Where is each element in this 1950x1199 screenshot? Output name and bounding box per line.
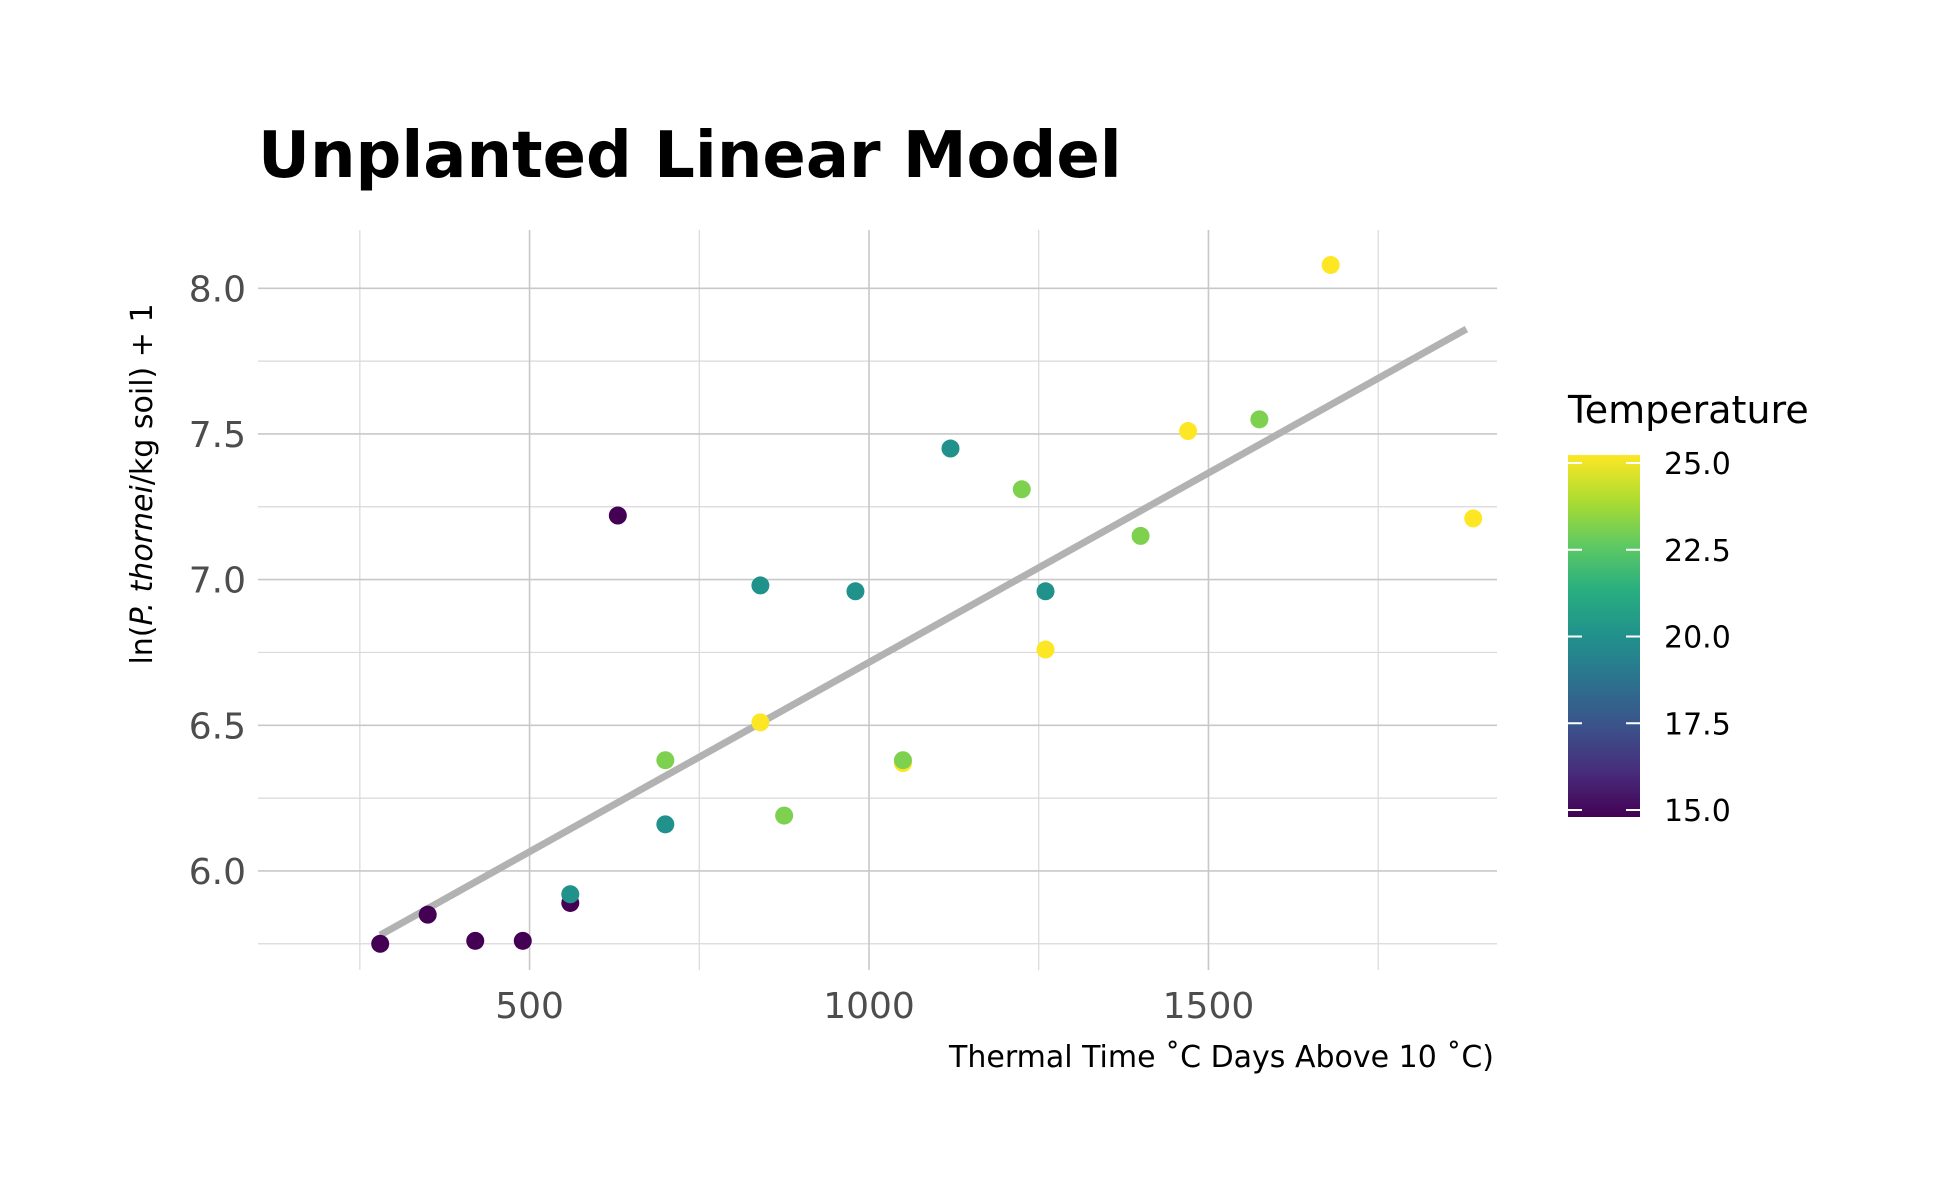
data-point xyxy=(418,905,437,924)
fit-line xyxy=(378,325,1469,939)
y-axis-title: ln(P. thornei/kg soil) + 1 xyxy=(125,303,160,664)
x-tick-label: 500 xyxy=(495,986,564,1027)
legend-tick-label: 15.0 xyxy=(1664,794,1731,829)
fit-line-group xyxy=(378,325,1469,939)
y-axis-title-prefix: ln( xyxy=(125,625,160,664)
y-axis-title-species: P. thornei xyxy=(125,485,160,626)
x-axis-ticks: 500 1000 1500 xyxy=(495,986,1254,1027)
y-tick-label: 7.0 xyxy=(189,561,246,602)
y-tick-label: 8.0 xyxy=(189,269,246,310)
data-point xyxy=(1464,509,1483,528)
data-point xyxy=(1012,480,1031,499)
data-point xyxy=(1179,422,1198,441)
data-point xyxy=(846,582,865,601)
data-point xyxy=(608,506,627,525)
x-axis-title: Thermal Time ˚C Days Above 10 ˚C) xyxy=(948,1040,1494,1075)
legend-title: Temperature xyxy=(1567,388,1809,432)
data-point xyxy=(561,885,580,904)
data-point xyxy=(513,931,532,950)
y-tick-label: 6.5 xyxy=(189,706,246,747)
data-point xyxy=(656,751,675,770)
data-point xyxy=(1131,526,1150,545)
y-axis-title-suffix: /kg soil) + 1 xyxy=(125,303,160,485)
data-point xyxy=(775,806,794,825)
chart-title: Unplanted Linear Model xyxy=(258,119,1122,193)
y-tick-label: 7.5 xyxy=(189,415,246,456)
data-points xyxy=(371,255,1483,953)
x-tick-label: 1500 xyxy=(1163,986,1255,1027)
data-point xyxy=(1250,410,1269,429)
data-point xyxy=(751,576,770,595)
y-axis-ticks: 6.0 6.5 7.0 7.5 8.0 xyxy=(189,269,246,893)
data-point xyxy=(1036,582,1055,601)
legend-tick-label: 20.0 xyxy=(1664,621,1731,656)
legend-tick-label: 25.0 xyxy=(1664,447,1731,482)
legend-tick-label: 17.5 xyxy=(1664,707,1731,742)
legend-ticks: 15.0 17.5 20.0 22.5 25.0 xyxy=(1568,447,1731,829)
y-tick-label: 6.0 xyxy=(189,852,246,893)
grid xyxy=(258,230,1497,970)
x-tick-label: 1000 xyxy=(823,986,915,1027)
legend-tick-label: 22.5 xyxy=(1664,534,1731,569)
data-point xyxy=(371,934,390,953)
data-point xyxy=(1036,640,1055,659)
data-point xyxy=(466,931,485,950)
data-point xyxy=(751,713,770,732)
legend: Temperature 15.0 17.5 20.0 22.5 25.0 xyxy=(1567,388,1809,829)
data-point xyxy=(656,815,675,834)
data-point xyxy=(941,439,960,458)
data-point xyxy=(893,751,912,770)
data-point xyxy=(1321,255,1340,274)
